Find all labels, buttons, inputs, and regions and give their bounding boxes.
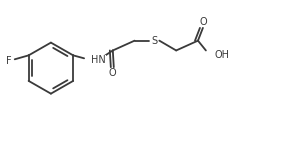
Text: F: F xyxy=(6,56,12,66)
Text: S: S xyxy=(151,36,157,46)
Text: OH: OH xyxy=(215,50,230,60)
Text: O: O xyxy=(199,17,207,27)
Text: HN: HN xyxy=(91,55,106,65)
Text: O: O xyxy=(109,68,117,78)
